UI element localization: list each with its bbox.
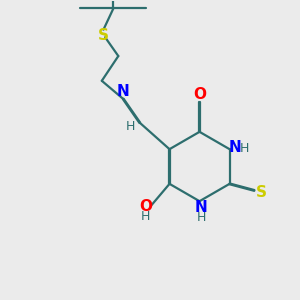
Text: N: N [116, 84, 129, 99]
Text: O: O [193, 87, 206, 102]
Text: N: N [195, 200, 208, 214]
Text: H: H [141, 210, 150, 224]
Text: H: H [196, 211, 206, 224]
Text: H: H [240, 142, 249, 155]
Text: O: O [139, 200, 152, 214]
Text: S: S [98, 28, 109, 43]
Text: N: N [228, 140, 241, 155]
Text: S: S [256, 184, 267, 200]
Text: H: H [126, 120, 135, 133]
